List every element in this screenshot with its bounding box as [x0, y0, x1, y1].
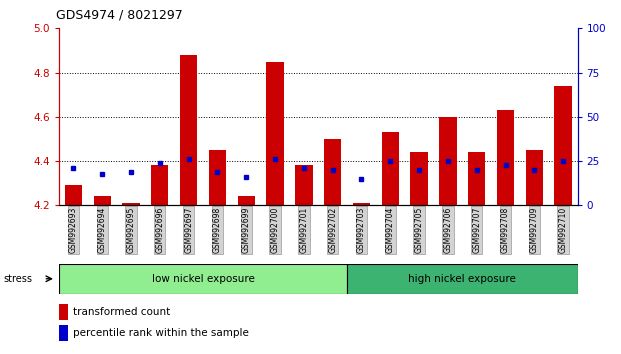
Bar: [151, 166, 168, 205]
Text: low nickel exposure: low nickel exposure: [152, 274, 255, 284]
Bar: [59, 264, 347, 294]
Bar: [59, 325, 68, 341]
Text: percentile rank within the sample: percentile rank within the sample: [73, 328, 249, 338]
Bar: [295, 166, 312, 205]
Bar: [94, 196, 111, 205]
Bar: [209, 150, 226, 205]
Bar: [353, 203, 370, 205]
Bar: [65, 185, 82, 205]
Bar: [410, 152, 428, 205]
Text: high nickel exposure: high nickel exposure: [409, 274, 516, 284]
Bar: [497, 110, 514, 205]
Bar: [382, 132, 399, 205]
Bar: [238, 196, 255, 205]
Bar: [347, 264, 578, 294]
Bar: [525, 150, 543, 205]
Text: transformed count: transformed count: [73, 307, 170, 317]
Bar: [180, 55, 197, 205]
Text: GDS4974 / 8021297: GDS4974 / 8021297: [56, 9, 183, 22]
Bar: [324, 139, 342, 205]
Bar: [439, 117, 456, 205]
Bar: [468, 152, 486, 205]
Text: stress: stress: [3, 274, 32, 284]
Bar: [555, 86, 572, 205]
Bar: [59, 304, 68, 320]
Bar: [122, 203, 140, 205]
Bar: [266, 62, 284, 205]
